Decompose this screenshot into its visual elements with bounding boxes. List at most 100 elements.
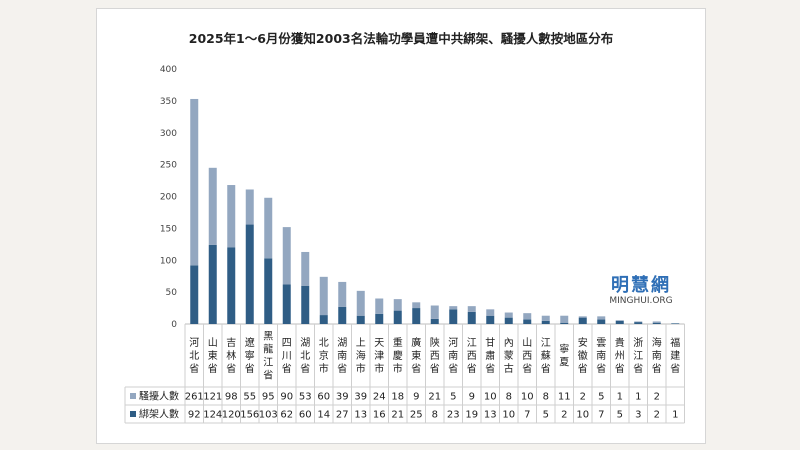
bar-segment-harassed: [615, 320, 624, 321]
legend-label: 綁架人數: [139, 408, 179, 421]
table-value: 9: [469, 392, 475, 403]
bar-segment-harassed: [504, 312, 513, 318]
table-value: 10: [521, 392, 534, 403]
bar-segment-harassed: [634, 321, 643, 323]
x-category-label: 雲南省: [596, 337, 606, 375]
x-category-label: 黑龍江省: [263, 331, 273, 382]
x-category-label: 福建省: [670, 336, 680, 375]
table-value: 90: [280, 392, 293, 403]
bar-segment-abducted: [319, 315, 328, 324]
bar-segment-abducted: [597, 319, 606, 324]
bar-segment-abducted: [486, 315, 495, 324]
x-category-label: 江西省: [467, 337, 477, 375]
bar-segment-harassed: [523, 313, 532, 320]
y-tick-label: 200: [160, 193, 177, 203]
table-value: 62: [280, 410, 293, 421]
x-category-label: 遼寧省: [245, 336, 255, 375]
bar-segment-harassed: [560, 315, 569, 323]
x-category-label: 海南省: [652, 336, 662, 375]
x-category-label: 吉林省: [226, 337, 236, 375]
table-value: 8: [543, 392, 549, 403]
bar-segment-abducted: [449, 309, 458, 324]
table-value: 2: [561, 410, 567, 421]
x-category-label: 甘肅省: [485, 336, 495, 375]
bar-segment-harassed: [208, 167, 217, 245]
x-category-label: 天津市: [374, 338, 384, 375]
y-tick-label: 350: [160, 97, 177, 107]
table-value: 156: [240, 410, 259, 421]
table-value: 5: [450, 392, 456, 403]
watermark-en: MINGHUI.ORG: [609, 296, 672, 306]
bar-segment-harassed: [190, 98, 199, 266]
x-category-label: 陝西省: [430, 337, 440, 375]
x-category-label: 湖北省: [300, 337, 310, 375]
bar-segment-abducted: [430, 318, 439, 324]
watermark: 明慧網 MINGHUI.ORG: [609, 274, 672, 306]
bar-segment-abducted: [264, 258, 273, 324]
bar-segment-harassed: [412, 302, 421, 309]
x-category-label: 北京市: [319, 337, 329, 375]
y-tick-label: 150: [160, 224, 177, 234]
table-value: 3: [635, 410, 641, 421]
table-value: 98: [225, 392, 238, 403]
table-value: 1: [672, 410, 678, 421]
bar-segment-harassed: [597, 316, 606, 320]
table-value: 13: [354, 410, 367, 421]
bar-segment-harassed: [319, 276, 328, 316]
table-value: 1: [635, 392, 641, 403]
bar-segment-abducted: [578, 317, 587, 324]
bar-segment-abducted: [301, 285, 310, 324]
table-value: 124: [203, 410, 222, 421]
table-value: 16: [373, 410, 386, 421]
bar-segment-abducted: [560, 322, 569, 324]
x-category-label: 重慶市: [393, 336, 403, 375]
bar-segment-harassed: [486, 309, 495, 316]
bars: [190, 98, 680, 324]
table-value: 2: [654, 410, 660, 421]
table-value: 7: [598, 410, 604, 421]
table-value: 5: [598, 392, 604, 403]
x-category-label: 四川省: [282, 338, 292, 375]
table-value: 5: [617, 410, 623, 421]
bar-segment-abducted: [504, 317, 513, 324]
legend-swatch: [130, 411, 136, 417]
table-value: 8: [432, 410, 438, 421]
legend-label: 騷擾人數: [139, 390, 179, 403]
x-category-label: 湖南省: [337, 337, 347, 375]
table-value: 5: [543, 410, 549, 421]
table-value: 21: [428, 392, 441, 403]
bar-segment-abducted: [356, 315, 365, 324]
axes: 0 50 100 150 200 250 300 350 400: [160, 65, 685, 330]
bar-segment-abducted: [208, 244, 217, 324]
table-value: 39: [336, 392, 349, 403]
y-tick-label: 250: [160, 161, 177, 171]
bar-segment-harassed: [301, 251, 310, 286]
x-category-label: 廣東省: [411, 336, 421, 375]
x-category-label: 安徽省: [578, 336, 588, 375]
table-value: 103: [259, 410, 278, 421]
chart-panel: 2025年1～6月份獲知2003名法輪功學員遭中共綁架、騷擾人數按地區分布 0 5…: [96, 8, 706, 444]
x-category-label: 寧夏: [559, 343, 569, 369]
table-value: 10: [576, 410, 589, 421]
bar-segment-abducted: [412, 308, 421, 324]
bar-segment-abducted: [634, 322, 643, 324]
bar-segment-abducted: [282, 284, 291, 324]
table-value: 53: [299, 392, 312, 403]
bar-segment-abducted: [245, 224, 254, 324]
bar-chart: 2025年1～6月份獲知2003名法輪功學員遭中共綁架、騷擾人數按地區分布 0 5…: [124, 31, 685, 424]
bar-segment-abducted: [652, 322, 661, 324]
table-value: 24: [373, 392, 386, 403]
x-category-label: 山西省: [522, 337, 532, 375]
table-value: 10: [484, 392, 497, 403]
table-value: 120: [222, 410, 241, 421]
table-value: 9: [413, 392, 419, 403]
bar-segment-harassed: [467, 306, 476, 312]
table-value: 8: [506, 392, 512, 403]
x-category-label: 河南省: [448, 337, 458, 375]
table-value: 19: [465, 410, 478, 421]
x-category-label: 山東省: [208, 337, 218, 375]
table-value: 10: [502, 410, 515, 421]
bar-segment-harassed: [652, 321, 661, 323]
bar-segment-harassed: [430, 305, 439, 319]
bar-segment-abducted: [338, 306, 347, 324]
